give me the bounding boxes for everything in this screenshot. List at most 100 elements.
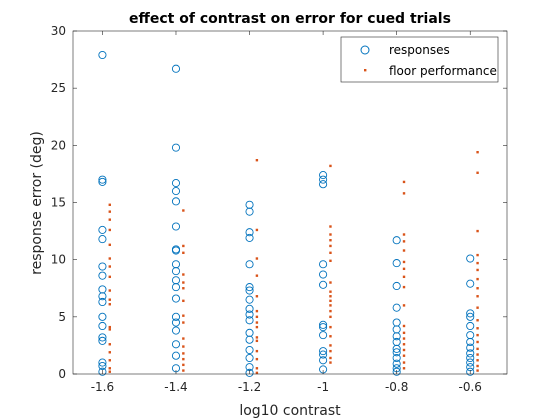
response-point	[245, 207, 254, 216]
floor-point	[476, 171, 479, 174]
floor-point	[255, 228, 259, 232]
response-point	[245, 228, 254, 237]
floor-point	[402, 275, 406, 279]
response-point	[245, 233, 254, 242]
response-point	[245, 345, 254, 355]
floor-point	[329, 356, 332, 360]
response-point	[98, 333, 107, 342]
floor-point	[476, 327, 479, 330]
response-point	[171, 326, 181, 335]
floor-point	[476, 369, 479, 372]
response-point	[98, 235, 107, 244]
response-point	[466, 337, 475, 347]
floor-point	[255, 325, 259, 329]
response-point	[98, 358, 107, 367]
x-tick-label: -1	[317, 380, 329, 394]
response-point	[171, 312, 181, 321]
response-point	[98, 312, 107, 321]
response-point	[245, 316, 254, 325]
floor-point	[182, 299, 185, 303]
y-tick-label: 30	[51, 24, 66, 38]
response-point	[98, 321, 107, 331]
response-point	[171, 179, 181, 188]
floor-point	[182, 352, 185, 355]
legend-floor-label: floor performance	[389, 64, 497, 78]
response-point	[98, 367, 107, 376]
floor-point	[329, 164, 332, 168]
response-point	[245, 353, 254, 363]
x-tick-label: -1.4	[164, 380, 187, 394]
legend-box	[340, 36, 499, 83]
response-point	[392, 359, 401, 368]
floor-point	[476, 319, 479, 322]
floor-point	[255, 371, 259, 375]
floor-point	[402, 285, 406, 289]
response-point	[245, 260, 254, 269]
floor-point	[255, 158, 259, 162]
response-point	[98, 177, 107, 186]
floor-point	[476, 277, 479, 281]
response-point	[392, 259, 401, 268]
plot-area	[73, 31, 507, 374]
floor-point	[476, 287, 479, 290]
floor-point	[182, 337, 185, 340]
floor-point	[108, 303, 111, 306]
response-point	[98, 292, 107, 301]
floor-point	[329, 295, 332, 298]
x-tick-label: -1.6	[91, 380, 114, 394]
response-point	[98, 297, 107, 307]
floor-point	[402, 240, 406, 243]
response-point	[319, 260, 328, 269]
response-point	[245, 304, 254, 313]
floor-point	[182, 244, 185, 248]
legend-floor-marker	[364, 69, 367, 72]
response-point	[466, 279, 475, 288]
response-point	[171, 294, 181, 303]
floor-point	[255, 349, 259, 353]
response-point	[171, 246, 181, 255]
floor-point	[329, 315, 332, 319]
response-point	[171, 143, 181, 152]
floor-point	[402, 367, 406, 370]
response-point	[171, 283, 181, 292]
response-point	[245, 310, 254, 319]
floor-point	[255, 357, 259, 361]
response-point	[466, 309, 475, 318]
data-marks	[98, 50, 479, 377]
floor-point	[329, 299, 332, 303]
floor-point	[402, 180, 406, 184]
response-point	[98, 50, 107, 60]
floor-point	[329, 233, 332, 236]
response-point	[319, 175, 328, 184]
floor-point	[108, 203, 111, 206]
floor-point	[182, 273, 185, 276]
response-point	[319, 356, 328, 365]
floor-point	[402, 192, 406, 195]
floor-point	[255, 295, 259, 298]
response-point	[466, 321, 475, 331]
floor-point	[255, 321, 259, 324]
floor-point	[402, 324, 406, 328]
floor-point	[108, 343, 111, 346]
legend-responses-marker	[360, 45, 370, 55]
response-point	[319, 347, 328, 356]
floor-point	[329, 361, 332, 364]
floor-point	[255, 309, 259, 313]
floor-point	[182, 363, 185, 367]
response-point	[392, 236, 401, 245]
response-point	[98, 225, 107, 234]
floor-point	[182, 345, 185, 348]
x-axis-title: log10 contrast	[239, 403, 341, 419]
response-point	[171, 351, 181, 360]
floor-point	[476, 229, 479, 233]
response-point	[171, 267, 181, 276]
response-point	[319, 323, 328, 332]
response-point	[392, 348, 401, 357]
response-point	[171, 187, 181, 196]
floor-point	[476, 333, 479, 337]
response-point	[466, 353, 475, 363]
floor-point	[402, 331, 406, 335]
floor-point	[476, 340, 479, 344]
floor-point	[108, 228, 111, 232]
response-point	[98, 271, 107, 280]
